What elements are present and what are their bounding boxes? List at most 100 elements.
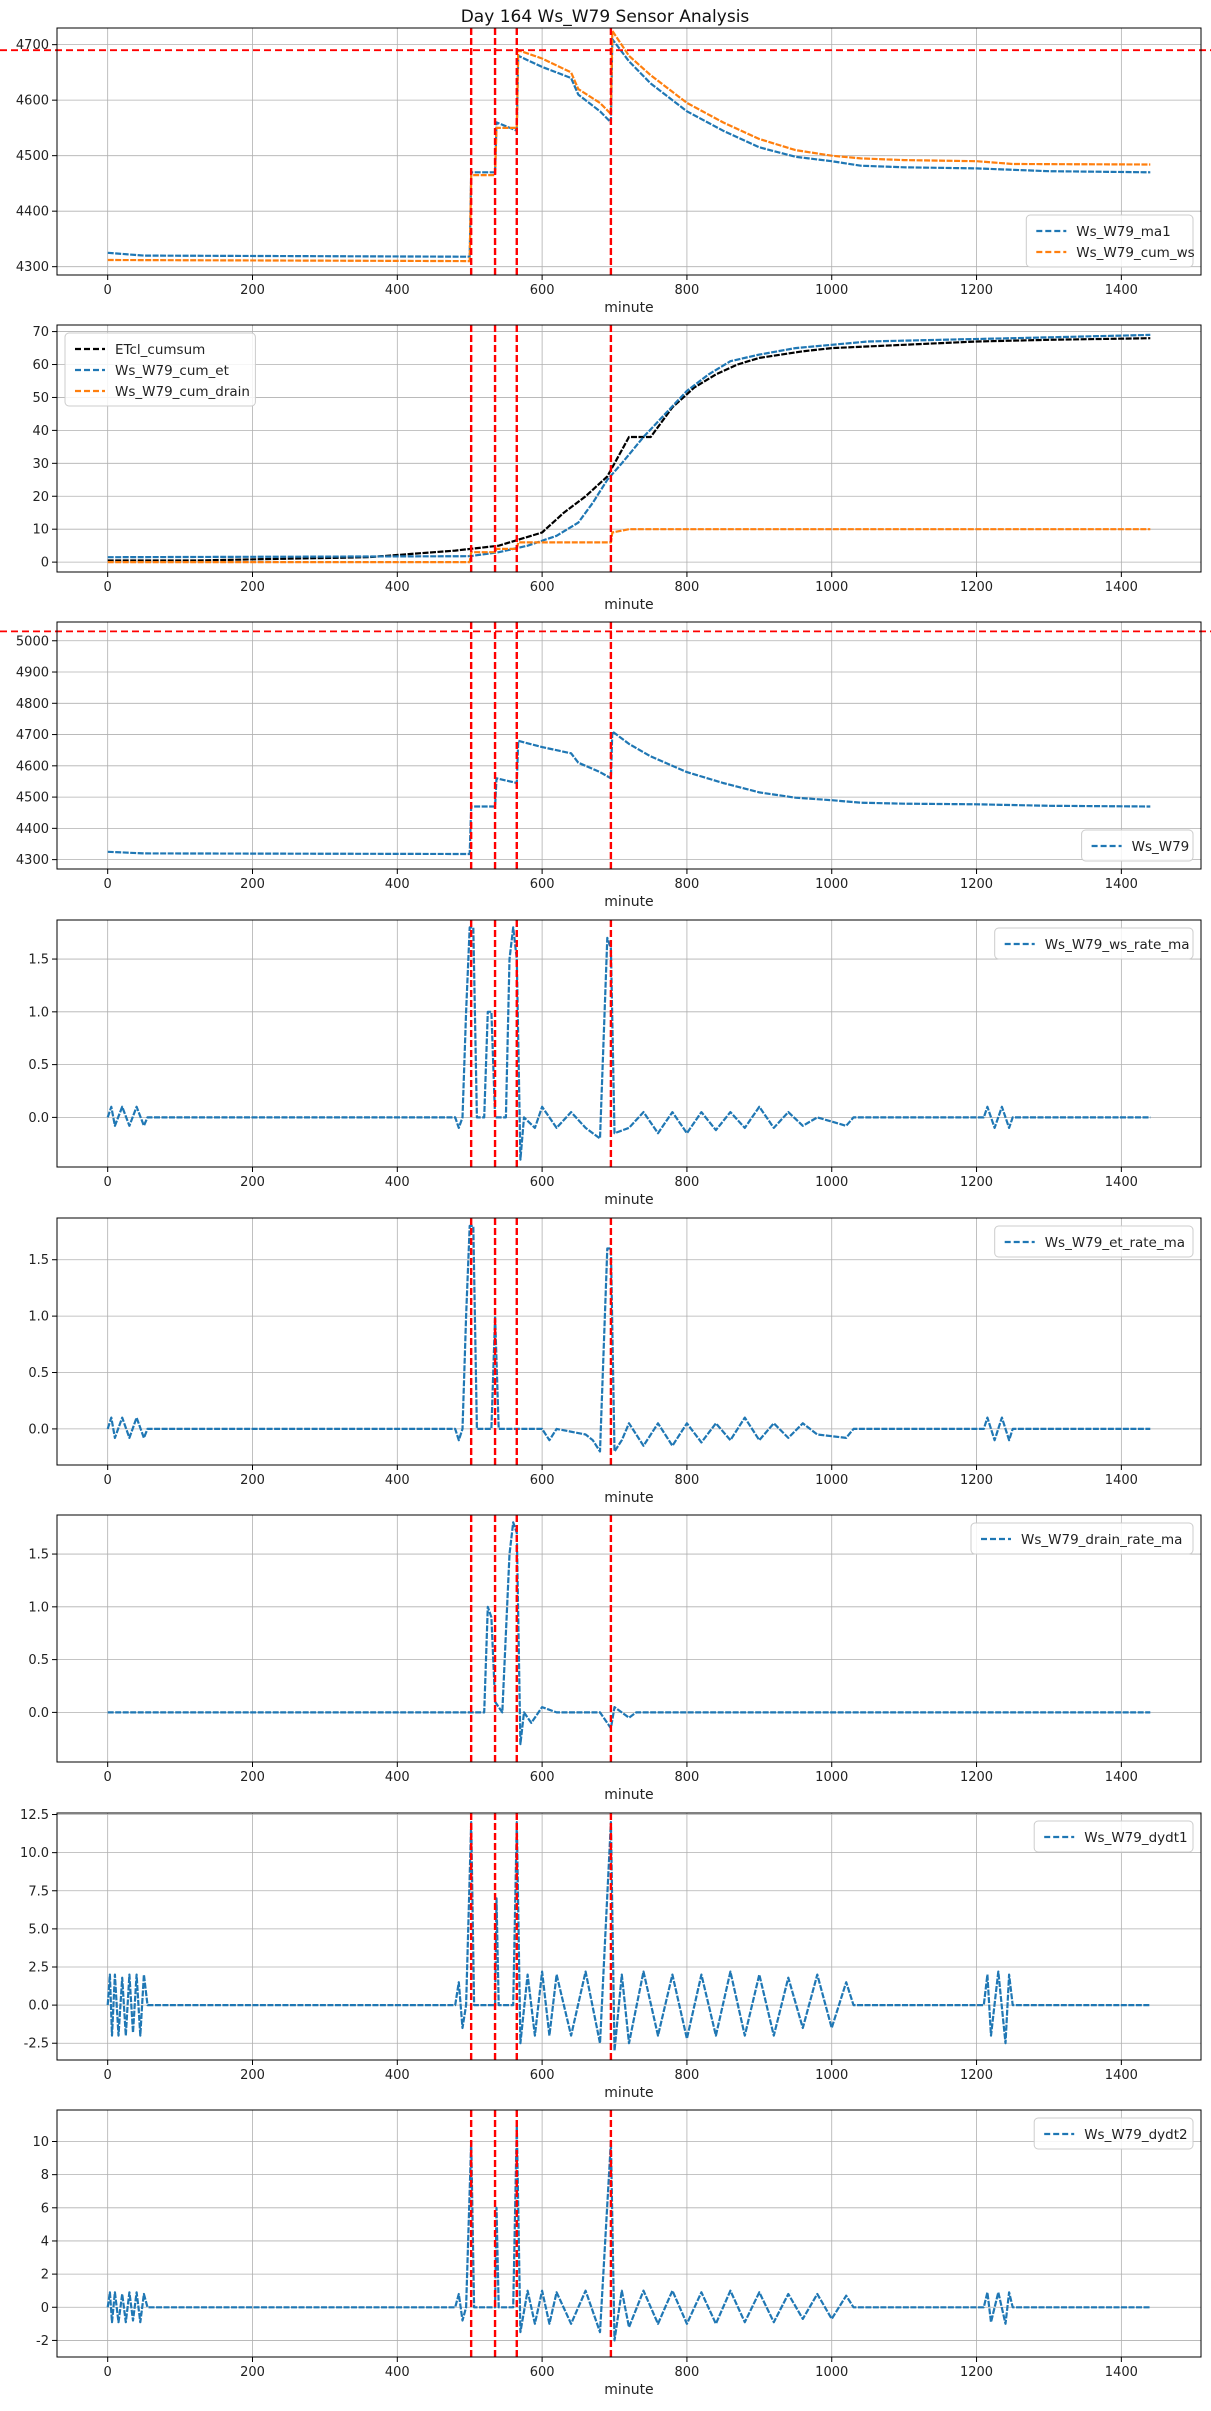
y-tick-label: 12.5 bbox=[20, 1808, 49, 1823]
x-axis-label: minute bbox=[604, 1787, 653, 1803]
x-tick-label: 200 bbox=[240, 877, 265, 892]
y-tick-label: -2.5 bbox=[24, 2037, 49, 2052]
x-tick-label: 800 bbox=[675, 2365, 700, 2380]
axes-frame bbox=[56, 1217, 1202, 1466]
x-tick-label: 200 bbox=[240, 1770, 265, 1785]
series-line-ETcl_cumsum bbox=[107, 337, 1151, 562]
y-tick-label: 20 bbox=[32, 490, 49, 505]
series-line-Ws_W79 bbox=[107, 730, 1151, 856]
x-tick-label: 400 bbox=[385, 283, 410, 298]
y-tick-label: 30 bbox=[32, 457, 49, 472]
figure-title: Day 164 Ws_W79 Sensor Analysis bbox=[461, 7, 750, 27]
x-axis-label: minute bbox=[604, 300, 653, 316]
x-tick-label: 1200 bbox=[960, 2365, 993, 2380]
legend: Ws_W79_ma1 Ws_W79_cum_ws bbox=[1025, 214, 1195, 268]
x-tick-label: 800 bbox=[675, 1770, 700, 1785]
x-tick-label: 600 bbox=[530, 1770, 555, 1785]
axes-frame bbox=[56, 1514, 1202, 1763]
y-tick-label: 70 bbox=[32, 325, 49, 340]
y-tick-label: 1.0 bbox=[28, 1005, 49, 1020]
y-tick-label: 5000 bbox=[16, 634, 49, 649]
legend-box bbox=[1033, 2117, 1194, 2150]
y-tick-label: 10 bbox=[32, 523, 49, 538]
legend-label: Ws_W79_dydt2 bbox=[1084, 2127, 1187, 2143]
y-tick-label: 0 bbox=[41, 556, 49, 571]
legend-box bbox=[1025, 214, 1194, 268]
plot-area bbox=[107, 333, 1151, 564]
series-line-Ws_W79_dydt2 bbox=[106, 2123, 1151, 2342]
x-tick-label: 200 bbox=[240, 283, 265, 298]
y-tick-label: 4800 bbox=[16, 697, 49, 712]
x-tick-label: 800 bbox=[675, 283, 700, 298]
x-tick-label: 600 bbox=[530, 283, 555, 298]
y-tick-label: 0.0 bbox=[28, 1999, 49, 2014]
legend-box bbox=[1081, 829, 1194, 862]
x-axis-label: minute bbox=[604, 1490, 653, 1506]
x-axis-label: minute bbox=[604, 2085, 653, 2101]
legend-label: Ws_W79_cum_ws bbox=[1076, 245, 1194, 261]
x-tick-label: 1400 bbox=[1105, 877, 1138, 892]
plot-area bbox=[107, 29, 1151, 263]
x-axis-label: minute bbox=[604, 1192, 653, 1208]
x-tick-label: 400 bbox=[385, 580, 410, 595]
x-tick-label: 1000 bbox=[815, 2365, 848, 2380]
plot-area bbox=[106, 1224, 1151, 1453]
x-tick-label: 1000 bbox=[815, 283, 848, 298]
x-tick-label: 1400 bbox=[1105, 1175, 1138, 1190]
y-tick-label: 1.0 bbox=[28, 1310, 49, 1325]
axes-frame bbox=[56, 919, 1202, 1168]
x-tick-label: 200 bbox=[240, 580, 265, 595]
y-tick-label: 0 bbox=[41, 2301, 49, 2316]
x-tick-label: 600 bbox=[530, 1175, 555, 1190]
legend: Ws_W79_drain_rate_ma bbox=[970, 1522, 1194, 1555]
series-line-Ws_W79_cum_drain bbox=[107, 528, 1151, 564]
x-tick-label: 1000 bbox=[815, 1473, 848, 1488]
axes-frame bbox=[56, 621, 1202, 870]
y-tick-label: 4500 bbox=[16, 149, 49, 164]
series-line-Ws_W79_ma1 bbox=[107, 37, 1151, 258]
y-tick-label: 10 bbox=[32, 2135, 49, 2150]
y-tick-label: 4300 bbox=[16, 260, 49, 275]
x-tick-label: 1200 bbox=[960, 1473, 993, 1488]
x-tick-label: 800 bbox=[675, 580, 700, 595]
y-tick-label: 2.5 bbox=[28, 1960, 49, 1975]
x-axis-label: minute bbox=[604, 597, 653, 613]
axes-frame bbox=[56, 2109, 1202, 2358]
legend: Ws_W79 bbox=[1081, 829, 1194, 862]
x-tick-label: 200 bbox=[240, 1175, 265, 1190]
x-tick-label: 600 bbox=[530, 2068, 555, 2083]
x-tick-label: 0 bbox=[104, 1175, 112, 1190]
x-tick-label: 0 bbox=[104, 1473, 112, 1488]
subplot-3: 0 200 400 600 800 1000 1200 1400 4300 4400 4500 460… bbox=[0, 621, 1211, 910]
legend-label: Ws_W79_drain_rate_ma bbox=[1021, 1532, 1182, 1548]
y-tick-label: 4600 bbox=[16, 94, 49, 109]
y-tick-label: 1.5 bbox=[28, 1253, 49, 1268]
x-tick-label: 400 bbox=[385, 2068, 410, 2083]
y-tick-label: 4700 bbox=[16, 728, 49, 743]
y-tick-label: 50 bbox=[32, 391, 49, 406]
series-line-Ws_W79_cum_ws bbox=[107, 29, 1151, 263]
x-tick-label: 800 bbox=[675, 1175, 700, 1190]
y-tick-label: 0.5 bbox=[28, 1058, 49, 1073]
x-tick-label: 1000 bbox=[815, 1770, 848, 1785]
x-tick-label: 600 bbox=[530, 1473, 555, 1488]
y-tick-label: 4400 bbox=[16, 205, 49, 220]
x-tick-label: 0 bbox=[104, 877, 112, 892]
plot-area bbox=[107, 1521, 1151, 1746]
legend-box bbox=[1033, 1820, 1194, 1853]
y-tick-label: 0.0 bbox=[28, 1422, 49, 1437]
legend-box bbox=[970, 1522, 1194, 1555]
legend-label: Ws_W79_cum_drain bbox=[115, 384, 250, 400]
y-tick-label: 40 bbox=[32, 424, 49, 439]
subplot-5: 0 200 400 600 800 1000 1200 1400 0.0 0.5 1.0 1.5 min… bbox=[28, 1217, 1202, 1506]
y-tick-label: 60 bbox=[32, 358, 49, 373]
x-tick-label: 1200 bbox=[960, 1770, 993, 1785]
plot-area bbox=[106, 1820, 1151, 2052]
axes-frame bbox=[56, 1812, 1202, 2061]
x-tick-label: 400 bbox=[385, 1473, 410, 1488]
y-tick-label: 5.0 bbox=[28, 1922, 49, 1937]
x-tick-label: 1200 bbox=[960, 283, 993, 298]
y-tick-label: 1.0 bbox=[28, 1600, 49, 1615]
legend: Ws_W79_et_rate_ma bbox=[994, 1225, 1194, 1258]
legend-box bbox=[994, 1225, 1194, 1258]
